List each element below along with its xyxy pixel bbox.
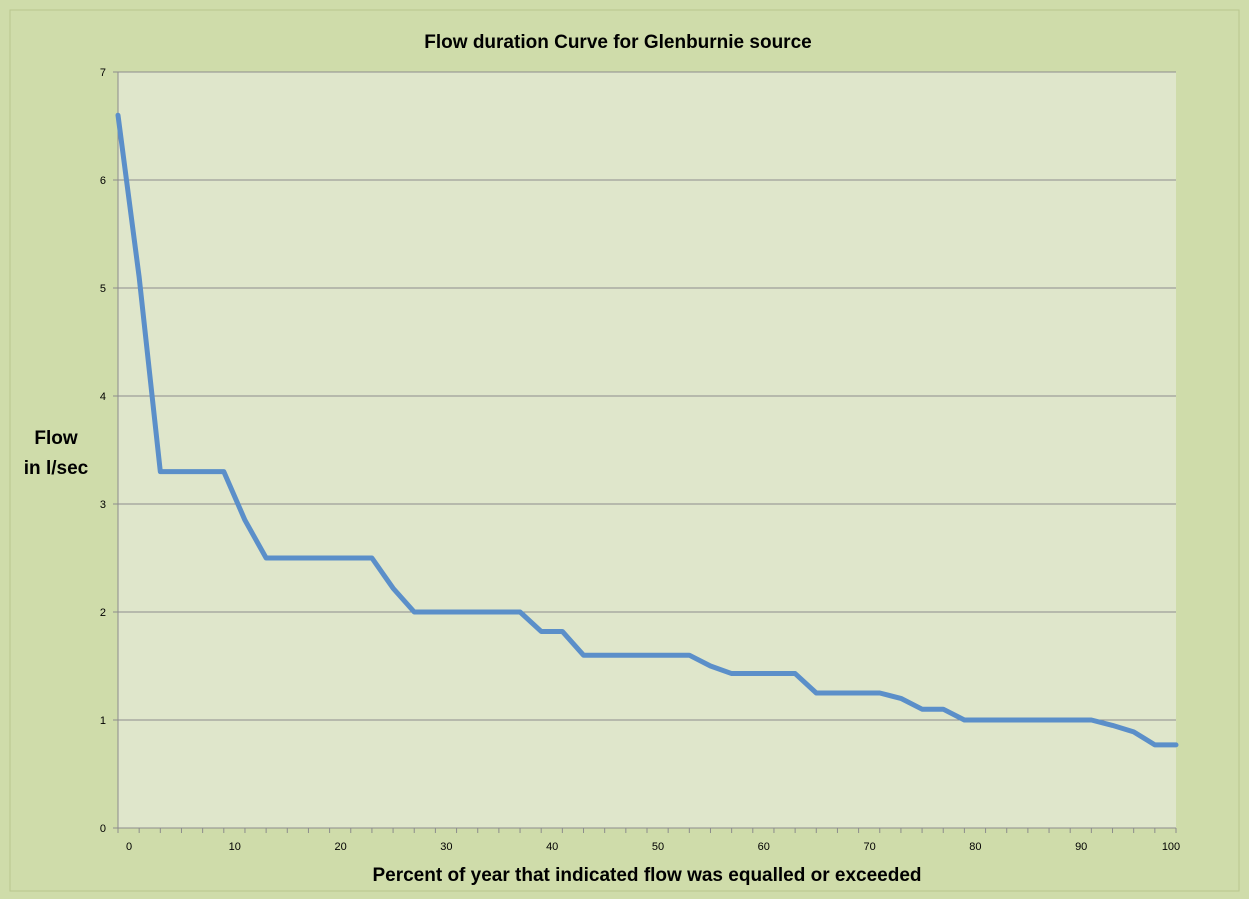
- x-tick-label: 30: [440, 841, 452, 853]
- y-tick-label: 3: [100, 499, 106, 511]
- y-tick-label: 7: [100, 67, 106, 79]
- x-tick-label: 100: [1162, 841, 1180, 853]
- x-tick-label: 60: [758, 841, 770, 853]
- chart-border: [9, 9, 1240, 892]
- x-axis-title: Percent of year that indicated flow was …: [372, 865, 921, 886]
- y-tick-label: 2: [100, 607, 106, 619]
- x-tick-label: 20: [334, 841, 346, 853]
- x-tick-label: 80: [969, 841, 981, 853]
- x-tick-label: 90: [1075, 841, 1087, 853]
- chart-title: Flow duration Curve for Glenburnie sourc…: [424, 32, 811, 53]
- y-tick-label: 6: [100, 175, 106, 187]
- y-axis-title-line-2: in l/sec: [24, 458, 89, 479]
- axes: [113, 71, 1177, 833]
- y-tick-label: 4: [100, 391, 106, 403]
- x-tick-label: 40: [546, 841, 558, 853]
- x-tick-label: 10: [229, 841, 241, 853]
- x-tick-label: 0: [126, 841, 132, 853]
- plot-area: [118, 72, 1176, 828]
- y-axis-title-line-1: Flow: [34, 428, 77, 449]
- series-line-flow: [115, 112, 1179, 748]
- x-tick-label: 70: [863, 841, 875, 853]
- series-layer: [115, 112, 1179, 748]
- x-tick-label: 50: [652, 841, 664, 853]
- y-tick-label: 1: [100, 715, 106, 727]
- y-tick-label: 0: [100, 823, 106, 835]
- y-tick-label: 5: [100, 283, 106, 295]
